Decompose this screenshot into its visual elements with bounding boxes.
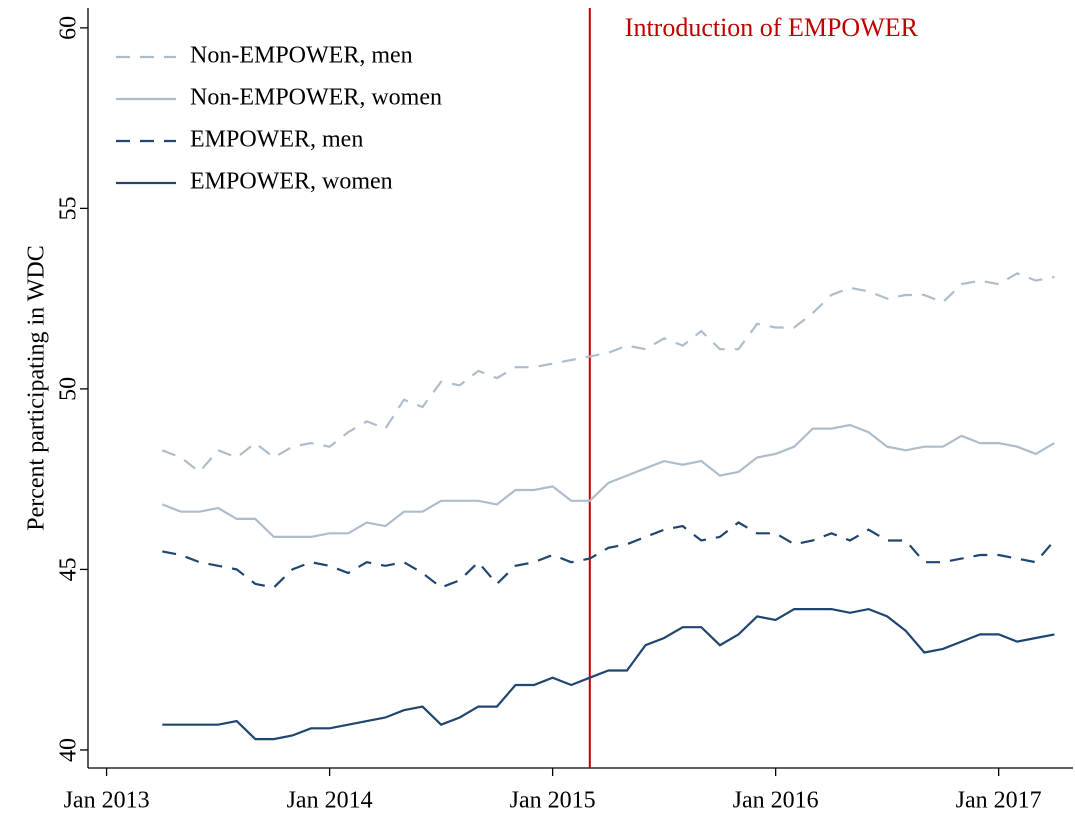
legend-label: Non-EMPOWER, women bbox=[190, 85, 442, 111]
y-tick-label: 55 bbox=[56, 196, 82, 220]
x-tick-label: Jan 2014 bbox=[287, 788, 373, 814]
x-tick-label: Jan 2013 bbox=[64, 788, 150, 814]
event-label: Introduction of EMPOWER bbox=[625, 13, 919, 42]
series-line bbox=[161, 272, 1055, 474]
x-tick-label: Jan 2017 bbox=[956, 788, 1042, 814]
legend-label: EMPOWER, men bbox=[190, 127, 363, 153]
legend-label: EMPOWER, women bbox=[190, 169, 393, 195]
y-tick-label: 45 bbox=[56, 557, 82, 581]
x-tick-label: Jan 2016 bbox=[733, 788, 819, 814]
y-tick-label: 50 bbox=[56, 377, 82, 401]
series-line bbox=[161, 423, 1055, 538]
series-line bbox=[162, 521, 1056, 589]
y-axis-label: Percent participating in WDC bbox=[24, 245, 50, 530]
y-tick-label: 40 bbox=[56, 738, 82, 762]
y-tick-label: 60 bbox=[56, 16, 82, 40]
legend-label: Non-EMPOWER, men bbox=[190, 43, 413, 69]
x-tick-label: Jan 2015 bbox=[510, 788, 596, 814]
series-line bbox=[162, 607, 1055, 741]
